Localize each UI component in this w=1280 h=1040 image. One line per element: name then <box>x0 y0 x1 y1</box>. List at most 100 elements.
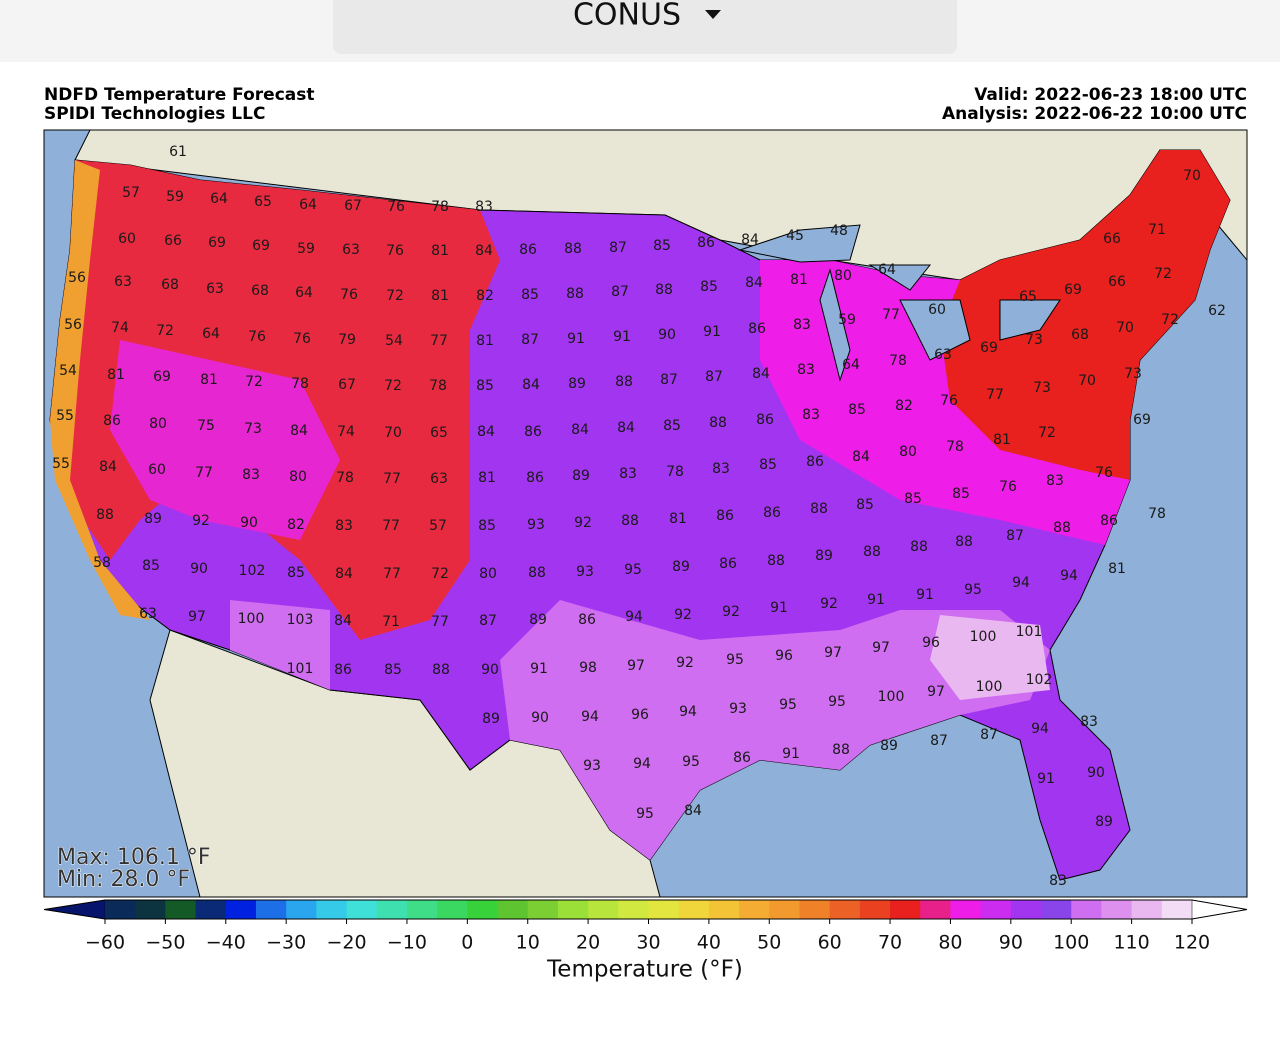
temperature-label: 76 <box>1095 465 1113 481</box>
temperature-label: 86 <box>578 612 596 628</box>
temperature-label: 88 <box>832 742 850 758</box>
temperature-label: 86 <box>806 454 824 470</box>
temperature-label: 85 <box>759 457 777 473</box>
temperature-label: 84 <box>522 377 540 393</box>
analysis-time: Analysis: 2022-06-22 10:00 UTC <box>942 104 1247 124</box>
dropdown-caret[interactable] <box>705 10 721 19</box>
temperature-label: 48 <box>830 223 848 239</box>
temperature-label: 94 <box>679 704 697 720</box>
temperature-label: 88 <box>910 539 928 555</box>
temperature-label: 83 <box>793 317 811 333</box>
temperature-label: 76 <box>940 393 958 409</box>
colorbar-segment <box>1101 900 1133 919</box>
colorbar-segment <box>497 900 529 919</box>
temperature-label: 85 <box>856 497 874 513</box>
temperature-label: 77 <box>431 614 449 630</box>
temperature-label: 78 <box>666 464 684 480</box>
colorbar-tick-label: 120 <box>1174 932 1210 954</box>
region-dropdown[interactable] <box>333 0 957 54</box>
temperature-label: 70 <box>1116 320 1134 336</box>
colorbar-tick-label: 80 <box>938 932 962 954</box>
temperature-label: 86 <box>519 242 537 258</box>
temperature-label: 77 <box>383 471 401 487</box>
temperature-label: 86 <box>1100 513 1118 529</box>
colorbar-segment <box>135 900 166 919</box>
temperature-label: 77 <box>195 465 213 481</box>
temperature-label: 64 <box>295 285 313 301</box>
temperature-label: 85 <box>142 558 160 574</box>
southeast-hot-zone <box>930 615 1050 700</box>
temperature-label: 56 <box>68 270 86 286</box>
temperature-label: 84 <box>99 459 117 475</box>
map-subtitle: SPIDI Technologies LLC <box>44 104 265 124</box>
colorbar-segment <box>557 900 589 919</box>
temperature-label: 80 <box>834 268 852 284</box>
temperature-label: 80 <box>289 469 307 485</box>
temperature-label: 76 <box>293 331 311 347</box>
temperature-label: 98 <box>579 660 597 676</box>
temperature-label: 95 <box>624 562 642 578</box>
colorbar-segment <box>618 900 649 919</box>
colorbar-segment <box>406 900 438 919</box>
temperature-label: 83 <box>797 362 815 378</box>
temperature-label: 64 <box>878 262 896 278</box>
colorbar-segment <box>648 900 680 919</box>
temperature-label: 97 <box>627 658 645 674</box>
temperature-label: 86 <box>524 424 542 440</box>
colorbar-segment <box>799 900 831 919</box>
temperature-label: 96 <box>775 648 793 664</box>
temperature-label: 64 <box>210 191 228 207</box>
temperature-label: 86 <box>719 556 737 572</box>
temperature-label: 92 <box>820 596 838 612</box>
temperature-label: 60 <box>148 462 166 478</box>
valid-time: Valid: 2022-06-23 18:00 UTC <box>974 85 1247 105</box>
temperature-label: 102 <box>239 563 266 579</box>
colorbar-tick-label: 20 <box>576 932 600 954</box>
temperature-label: 86 <box>103 413 121 429</box>
temperature-label: 92 <box>574 515 592 531</box>
temperature-label: 83 <box>802 407 820 423</box>
colorbar-segment <box>225 900 257 919</box>
colorbar-tick-label: 100 <box>1053 932 1089 954</box>
temperature-label: 90 <box>531 710 549 726</box>
temperature-label: 74 <box>337 424 355 440</box>
temperature-label: 74 <box>111 320 129 336</box>
temperature-label: 81 <box>1108 561 1126 577</box>
colorbar-segment <box>1071 900 1102 919</box>
temperature-label: 86 <box>748 321 766 337</box>
colorbar-tick-label: −30 <box>266 932 306 954</box>
colorbar-segment <box>1041 900 1072 919</box>
temperature-label: 91 <box>770 600 788 616</box>
temperature-label: 84 <box>617 420 635 436</box>
temperature-label: 77 <box>382 518 400 534</box>
temperature-label: 85 <box>476 378 494 394</box>
temperature-label: 84 <box>745 275 763 291</box>
colorbar-tick-label: 110 <box>1113 932 1149 954</box>
temperature-label: 84 <box>290 423 308 439</box>
dropdown-label[interactable]: CONUS <box>573 0 681 33</box>
temperature-label: 84 <box>335 566 353 582</box>
temperature-label: 58 <box>93 555 111 571</box>
temperature-label: 85 <box>384 662 402 678</box>
temperature-label: 86 <box>716 508 734 524</box>
colorbar-tick-label: 90 <box>999 932 1023 954</box>
temperature-label: 60 <box>928 302 946 318</box>
temperature-label: 85 <box>904 491 922 507</box>
temperature-label: 81 <box>431 243 449 259</box>
temperature-label: 69 <box>208 235 226 251</box>
temperature-label: 93 <box>729 701 747 717</box>
colorbar-segment <box>708 900 740 919</box>
temperature-label: 84 <box>752 366 770 382</box>
max-label: Max: 106.1 °F <box>57 845 211 870</box>
temperature-label: 89 <box>529 612 547 628</box>
temperature-label: 81 <box>993 432 1011 448</box>
colorbar-segment <box>980 900 1012 919</box>
temperature-label: 87 <box>660 372 678 388</box>
temperature-label: 95 <box>779 697 797 713</box>
colorbar-segment <box>588 900 619 919</box>
colorbar-segment <box>316 900 348 919</box>
colorbar-segment <box>769 900 800 919</box>
temperature-label: 84 <box>741 232 759 248</box>
colorbar-tick-label: 50 <box>757 932 781 954</box>
